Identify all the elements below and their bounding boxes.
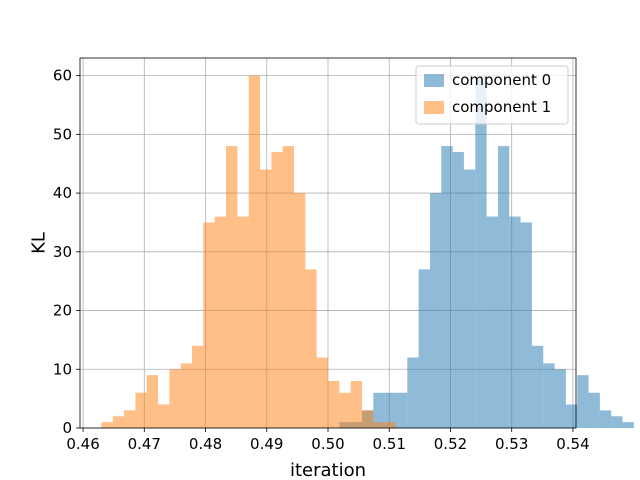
histogram-bar-series-0 [577,375,589,428]
histogram-bar-series-1 [180,363,193,428]
histogram-bar-series-0 [531,345,544,428]
histogram-bar-series-1 [112,416,125,428]
histogram-bar-series-1 [373,422,385,428]
histogram-bar-series-0 [554,369,566,428]
x-tick-label: 0.53 [495,435,528,453]
histogram-bar-series-0 [622,422,634,428]
y-tick-label: 10 [53,360,72,378]
histogram-bar-series-0 [463,169,476,429]
x-tick-label: 0.46 [66,435,99,453]
legend-label: component 0 [452,71,551,89]
histogram-bar-series-0 [509,216,521,428]
histogram-bar-series-0 [543,363,555,428]
histogram-bar-series-0 [452,151,464,428]
histogram-bar-series-1 [203,222,215,428]
x-tick-label: 0.49 [250,435,283,453]
histogram-bar-series-1 [350,381,362,428]
histogram-bar-series-0 [475,75,487,428]
histogram-bar-series-1 [305,269,317,428]
histogram-bar-series-1 [361,410,374,428]
histogram-bar-series-1 [271,151,283,428]
histogram-bar-series-0 [588,392,600,428]
histogram-bar-series-1 [158,404,170,428]
histogram-bar-series-1 [339,392,351,428]
y-tick-label: 50 [53,125,72,143]
histogram-bar-series-1 [384,422,396,428]
y-tick-label: 30 [53,243,72,261]
histogram-bar-series-1 [146,375,159,428]
x-tick-label: 0.50 [311,435,344,453]
histogram-bar-series-1 [135,392,147,428]
histogram-bar-series-0 [441,146,453,428]
histogram-bar-series-1 [316,357,328,428]
histogram-bars [101,75,634,429]
x-tick-label: 0.51 [373,435,406,453]
histogram-bar-series-0 [486,216,498,428]
y-axis-title: KL [28,232,49,254]
histogram-bar-series-0 [418,269,430,428]
histogram-bar-series-1 [169,369,181,428]
legend-swatch [424,101,444,114]
x-tick-label: 0.54 [556,435,589,453]
histogram-bar-series-1 [260,169,272,429]
y-tick-label: 20 [53,302,72,320]
histogram-bar-series-0 [599,410,612,428]
histogram-bar-series-1 [192,345,204,428]
histogram-bar-series-1 [214,216,227,428]
histogram-bar-series-1 [101,422,113,428]
legend: component 0 component 1 [415,65,569,125]
y-tick-label: 60 [53,67,72,85]
histogram-bar-series-0 [384,392,396,428]
y-tick-label: 40 [53,184,72,202]
axis-ticks: 0.46 0.47 0.48 0.49 0.50 0.51 0.52 0.53 0.54 0 10 2… [53,67,590,453]
histogram-bar-series-0 [520,222,532,428]
x-tick-label: 0.52 [434,435,467,453]
histogram-bar-series-1 [248,75,261,428]
y-tick-label: 0 [62,419,72,437]
histogram-bar-series-1 [328,381,340,428]
histogram-bar-series-0 [565,404,578,428]
histogram-bar-series-0 [497,146,510,428]
legend-swatch [424,74,444,87]
histogram-bar-series-0 [407,357,419,428]
x-tick-label: 0.48 [189,435,222,453]
histogram-bar-series-0 [429,193,442,428]
legend-label: component 1 [452,98,551,116]
histogram-bar-series-1 [294,193,306,428]
x-axis-title: iteration [290,460,366,480]
histogram-bar-series-0 [395,392,408,428]
histogram-bar-series-1 [237,216,249,428]
histogram-bar-series-1 [124,410,136,428]
legend-box [415,65,569,125]
histogram-bar-series-1 [226,146,238,428]
histogram-bar-series-0 [373,392,385,428]
x-tick-label: 0.47 [128,435,161,453]
histogram-bar-series-0 [611,416,623,428]
histogram-bar-series-1 [282,146,295,428]
